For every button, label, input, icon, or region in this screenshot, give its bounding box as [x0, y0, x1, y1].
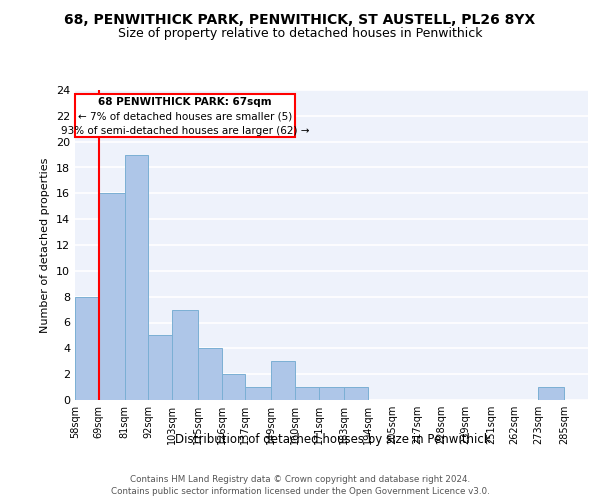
Bar — [198, 348, 221, 400]
Text: Contains HM Land Registry data © Crown copyright and database right 2024.: Contains HM Land Registry data © Crown c… — [130, 475, 470, 484]
Bar — [221, 374, 245, 400]
Bar — [245, 387, 271, 400]
Bar — [172, 310, 198, 400]
Text: Size of property relative to detached houses in Penwithick: Size of property relative to detached ho… — [118, 28, 482, 40]
Text: Distribution of detached houses by size in Penwithick: Distribution of detached houses by size … — [175, 432, 491, 446]
Y-axis label: Number of detached properties: Number of detached properties — [40, 158, 50, 332]
Bar — [271, 361, 295, 400]
Bar — [295, 387, 319, 400]
Text: Contains public sector information licensed under the Open Government Licence v3: Contains public sector information licen… — [110, 488, 490, 496]
Text: 68 PENWITHICK PARK: 67sqm: 68 PENWITHICK PARK: 67sqm — [98, 97, 272, 107]
Bar — [148, 336, 172, 400]
FancyBboxPatch shape — [75, 94, 295, 136]
Bar — [125, 154, 148, 400]
Bar — [538, 387, 564, 400]
Bar — [99, 194, 125, 400]
Bar — [319, 387, 344, 400]
Bar — [344, 387, 368, 400]
Text: ← 7% of detached houses are smaller (5): ← 7% of detached houses are smaller (5) — [78, 112, 292, 122]
Text: 68, PENWITHICK PARK, PENWITHICK, ST AUSTELL, PL26 8YX: 68, PENWITHICK PARK, PENWITHICK, ST AUST… — [64, 12, 536, 26]
Text: 93% of semi-detached houses are larger (62) →: 93% of semi-detached houses are larger (… — [61, 126, 309, 136]
Bar — [75, 296, 99, 400]
